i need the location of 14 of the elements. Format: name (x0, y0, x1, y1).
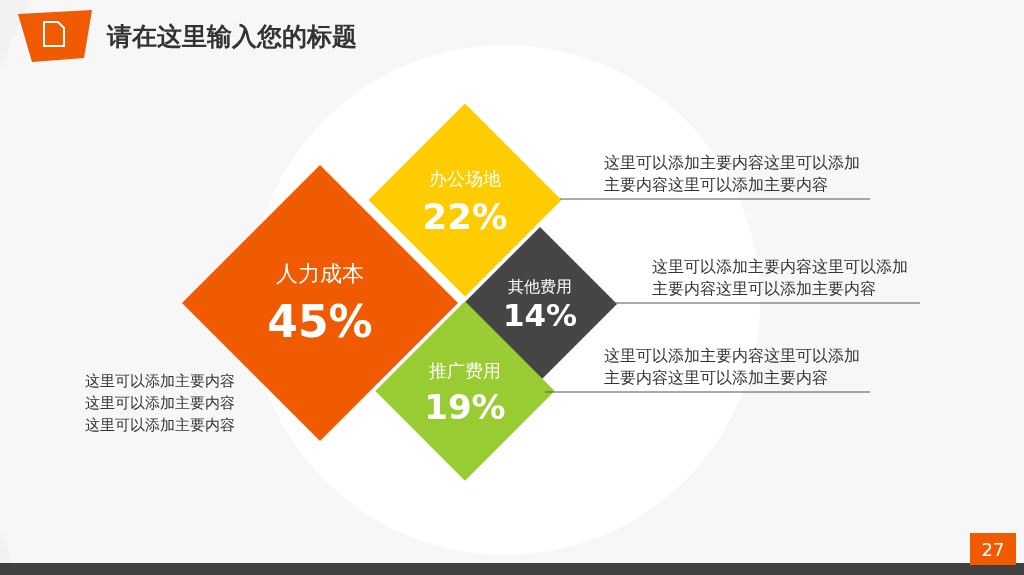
text: 这里可以添加主要内容这里可以添加主要内容这里可以添加主要内容 (85, 371, 236, 436)
text: 这里可以添加主要内容这里可以添加主要内容这里可以添加主要内容 (604, 152, 861, 196)
category-label: 推广费用 (429, 360, 501, 381)
category-label: 其他费用 (508, 276, 572, 296)
data-label: 45% (267, 296, 373, 348)
text: 请在这里输入您的标题 (106, 22, 357, 51)
text: 这里可以添加主要内容这里可以添加主要内容这里可以添加主要内容 (604, 345, 861, 389)
category-label: 人力成本 (276, 260, 364, 286)
category-label: 办公场地 (429, 167, 501, 189)
text: 27 (981, 539, 1005, 560)
data-label: 19% (424, 386, 506, 427)
text: 这里可以添加主要内容这里可以添加主要内容这里可以添加主要内容 (652, 256, 909, 300)
data-label: 14% (502, 296, 578, 333)
data-label: 22% (422, 195, 508, 237)
